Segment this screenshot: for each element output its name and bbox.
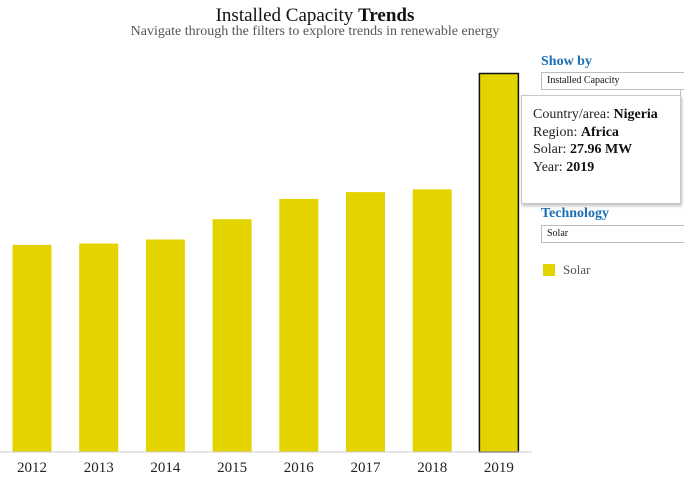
x-tick-label-2014: 2014 bbox=[150, 460, 181, 476]
technology-select[interactable]: Solar bbox=[541, 225, 684, 243]
legend[interactable]: Solar bbox=[543, 262, 590, 278]
legend-label-solar: Solar bbox=[563, 262, 591, 277]
tooltip-solar: Solar: 27.96 MW bbox=[533, 142, 633, 157]
x-tick-label-2012: 2012 bbox=[17, 460, 47, 476]
tooltip-region: Region: Africa bbox=[533, 124, 619, 140]
chart-title-regular: Installed Capacity bbox=[215, 5, 354, 26]
bar-2018[interactable] bbox=[412, 189, 452, 452]
chart-title: Installed Capacity Trends bbox=[0, 5, 630, 27]
show-by-label: Show by bbox=[541, 54, 592, 69]
show-by-select[interactable]: Installed Capacity bbox=[541, 72, 684, 90]
bar-2017[interactable] bbox=[346, 192, 385, 452]
bar-2012[interactable] bbox=[12, 244, 52, 452]
bar-2014[interactable] bbox=[145, 239, 185, 453]
bar-2015[interactable] bbox=[212, 219, 252, 452]
tooltip: Country/area: Nigeria Region: Africa Sol… bbox=[521, 95, 681, 204]
x-tick-label-2013: 2013 bbox=[84, 460, 114, 476]
tooltip-country: Country/area: Nigeria bbox=[533, 107, 658, 122]
chart-title-bold: Trends bbox=[358, 5, 415, 26]
bar-chart: 2012 2013 2014 2015 2016 2017 2018 2019 bbox=[0, 72, 532, 476]
x-tick-label-2017: 2017 bbox=[351, 460, 382, 476]
bar-2019[interactable] bbox=[478, 72, 520, 453]
x-tick-label-2019: 2019 bbox=[484, 460, 514, 476]
chart-subtitle: Navigate through the filters to explore … bbox=[130, 24, 500, 39]
tooltip-year: Year: 2019 bbox=[533, 159, 595, 175]
legend-swatch-solar bbox=[543, 264, 555, 276]
x-tick-label-2015: 2015 bbox=[217, 460, 247, 476]
bar-2016[interactable] bbox=[279, 198, 319, 452]
x-tick-label-2016: 2016 bbox=[284, 460, 315, 476]
x-tick-label-2018: 2018 bbox=[417, 460, 447, 476]
technology-label: Technology bbox=[541, 206, 609, 221]
bar-2013[interactable] bbox=[79, 243, 119, 453]
